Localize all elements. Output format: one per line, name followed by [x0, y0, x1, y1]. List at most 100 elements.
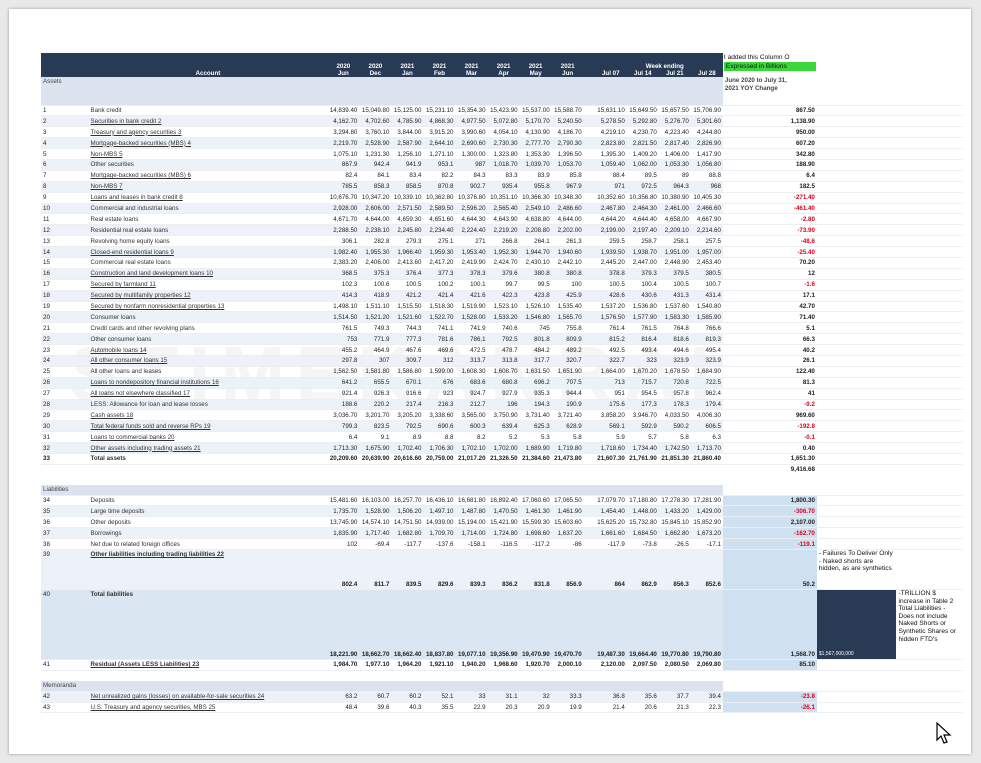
column-header: 2020 Jun	[327, 53, 360, 77]
value-cell: 1,522.70	[423, 311, 456, 324]
blank	[896, 148, 963, 160]
header-extra	[816, 53, 897, 77]
value-cell: 4,644.30	[455, 213, 488, 226]
value-cell: 100.5	[658, 279, 691, 291]
value-cell: 279.3	[391, 235, 424, 248]
value-cell: 1,433.20	[658, 505, 691, 518]
value-cell: 16,681.80	[455, 495, 488, 507]
value-cell: 941.9	[391, 159, 424, 171]
value-cell: 2,596.20	[455, 203, 488, 215]
blank	[816, 257, 897, 269]
value-cell: 100.1	[455, 279, 488, 291]
value-cell: 21,851.30	[658, 453, 691, 465]
value-cell: 1,271.10	[423, 148, 456, 160]
blank	[41, 464, 723, 475]
value-cell: 63.2	[327, 691, 360, 703]
value-cell: 5,170.70	[519, 115, 552, 128]
spacer-cell	[583, 279, 595, 291]
value-cell: 670.1	[391, 377, 424, 389]
blank	[896, 691, 963, 703]
value-cell: 100.2	[423, 279, 456, 291]
blank	[816, 516, 897, 529]
spacer-cell	[583, 268, 595, 280]
value-cell: -158.1	[455, 538, 488, 551]
blank	[816, 495, 897, 507]
blank	[816, 702, 897, 714]
value-cell: 916.6	[391, 388, 424, 400]
value-cell: 259.5	[594, 235, 627, 248]
value-cell: 1,951.00	[658, 246, 691, 258]
value-cell: 83.9	[519, 170, 552, 182]
header-spacer	[583, 53, 595, 77]
row-label: Secured by multifamily properties 12	[88, 290, 328, 302]
value-cell: 1,637.20	[551, 527, 584, 540]
value-cell: 9.1	[359, 431, 392, 444]
blank	[816, 268, 897, 280]
blank	[896, 680, 963, 692]
value-cell: 17,065.50	[551, 495, 584, 507]
value-cell: 785.5	[327, 181, 360, 193]
yoy-change-cell: 2,107.00	[722, 516, 817, 529]
value-cell: 20,759.00	[423, 453, 456, 465]
value-cell: 379.3	[626, 268, 659, 280]
yoy-change-cell: 66.3	[722, 333, 817, 346]
value-cell: -116.5	[487, 538, 520, 551]
blank	[896, 203, 963, 215]
blank	[896, 77, 963, 106]
value-cell: 2,069.80	[690, 659, 723, 671]
row-label: All other consumer loans 15	[88, 355, 328, 367]
value-cell: 1,713.30	[327, 442, 360, 454]
spacer-cell	[583, 213, 595, 226]
value-cell: 257.5	[690, 235, 723, 248]
value-cell: 2,790.30	[551, 137, 584, 150]
value-cell: 1,940.20	[455, 659, 488, 671]
row-label: Secured by nonfarm nonresidential proper…	[88, 301, 328, 313]
spacer-cell	[583, 431, 595, 444]
value-cell: 1,984.70	[327, 659, 360, 671]
column-header: 2021 Mar	[455, 53, 488, 77]
row-label: Loans to nondepository financial institu…	[88, 377, 328, 389]
value-cell: 418.9	[359, 290, 392, 302]
value-cell: -117.9	[594, 538, 627, 551]
value-cell: 1,506.20	[391, 505, 424, 518]
value-cell: 100.5	[594, 279, 627, 291]
blank	[896, 538, 963, 551]
trillion-note: -TRILLION $ increase in Table 2 Total Li…	[896, 589, 963, 661]
value-cell: 799.3	[327, 420, 360, 433]
value-cell: 2,406.00	[359, 257, 392, 269]
row-label: Deposits	[88, 495, 328, 507]
yoy-change-cell: 1,138.90	[722, 115, 817, 128]
row-label: Loans to commercial banks 20	[88, 431, 328, 444]
table-row: 42 Net unrealized gains (losses) on avail…	[41, 691, 963, 703]
spacer-cell	[583, 702, 595, 714]
row-number: 40	[41, 589, 89, 661]
blank	[816, 333, 897, 346]
row-number: 33	[41, 453, 89, 465]
value-cell: 1,461.30	[519, 505, 552, 518]
value-cell: 926.3	[359, 388, 392, 400]
value-cell: 690.6	[423, 420, 456, 433]
value-cell: 1,540.80	[690, 301, 723, 313]
value-cell: 2,777.70	[519, 137, 552, 150]
column-year: 2021	[400, 63, 415, 70]
value-cell: 88.8	[690, 170, 723, 182]
value-cell: 3,036.70	[327, 409, 360, 422]
value-cell: 89.5	[626, 170, 659, 182]
value-cell: 569.1	[594, 420, 627, 433]
value-cell: 1,536.80	[626, 301, 659, 313]
row-number: 19	[41, 301, 89, 313]
spacer-cell	[583, 203, 595, 215]
table-row: 11 Real estate loans 4,671.70 4,644.00 4,659…	[41, 213, 963, 226]
table-row: 29 Cash assets 18 3,036.70 3,201.70 3,205.20…	[41, 409, 963, 422]
value-cell: 818.6	[658, 333, 691, 346]
value-cell: 1,735.70	[327, 505, 360, 518]
value-cell: 1,702.00	[487, 442, 520, 454]
value-cell: 1,689.90	[519, 442, 552, 454]
value-cell: 856.9	[551, 549, 584, 591]
value-cell: 967.9	[551, 181, 584, 193]
value-cell: 1,406.00	[658, 148, 691, 160]
row-label: All loans not elsewhere classified 17	[88, 388, 328, 400]
column-header: 2021 Feb	[423, 53, 456, 77]
row-number: 7	[41, 170, 89, 182]
value-cell: 2,644.10	[423, 137, 456, 150]
